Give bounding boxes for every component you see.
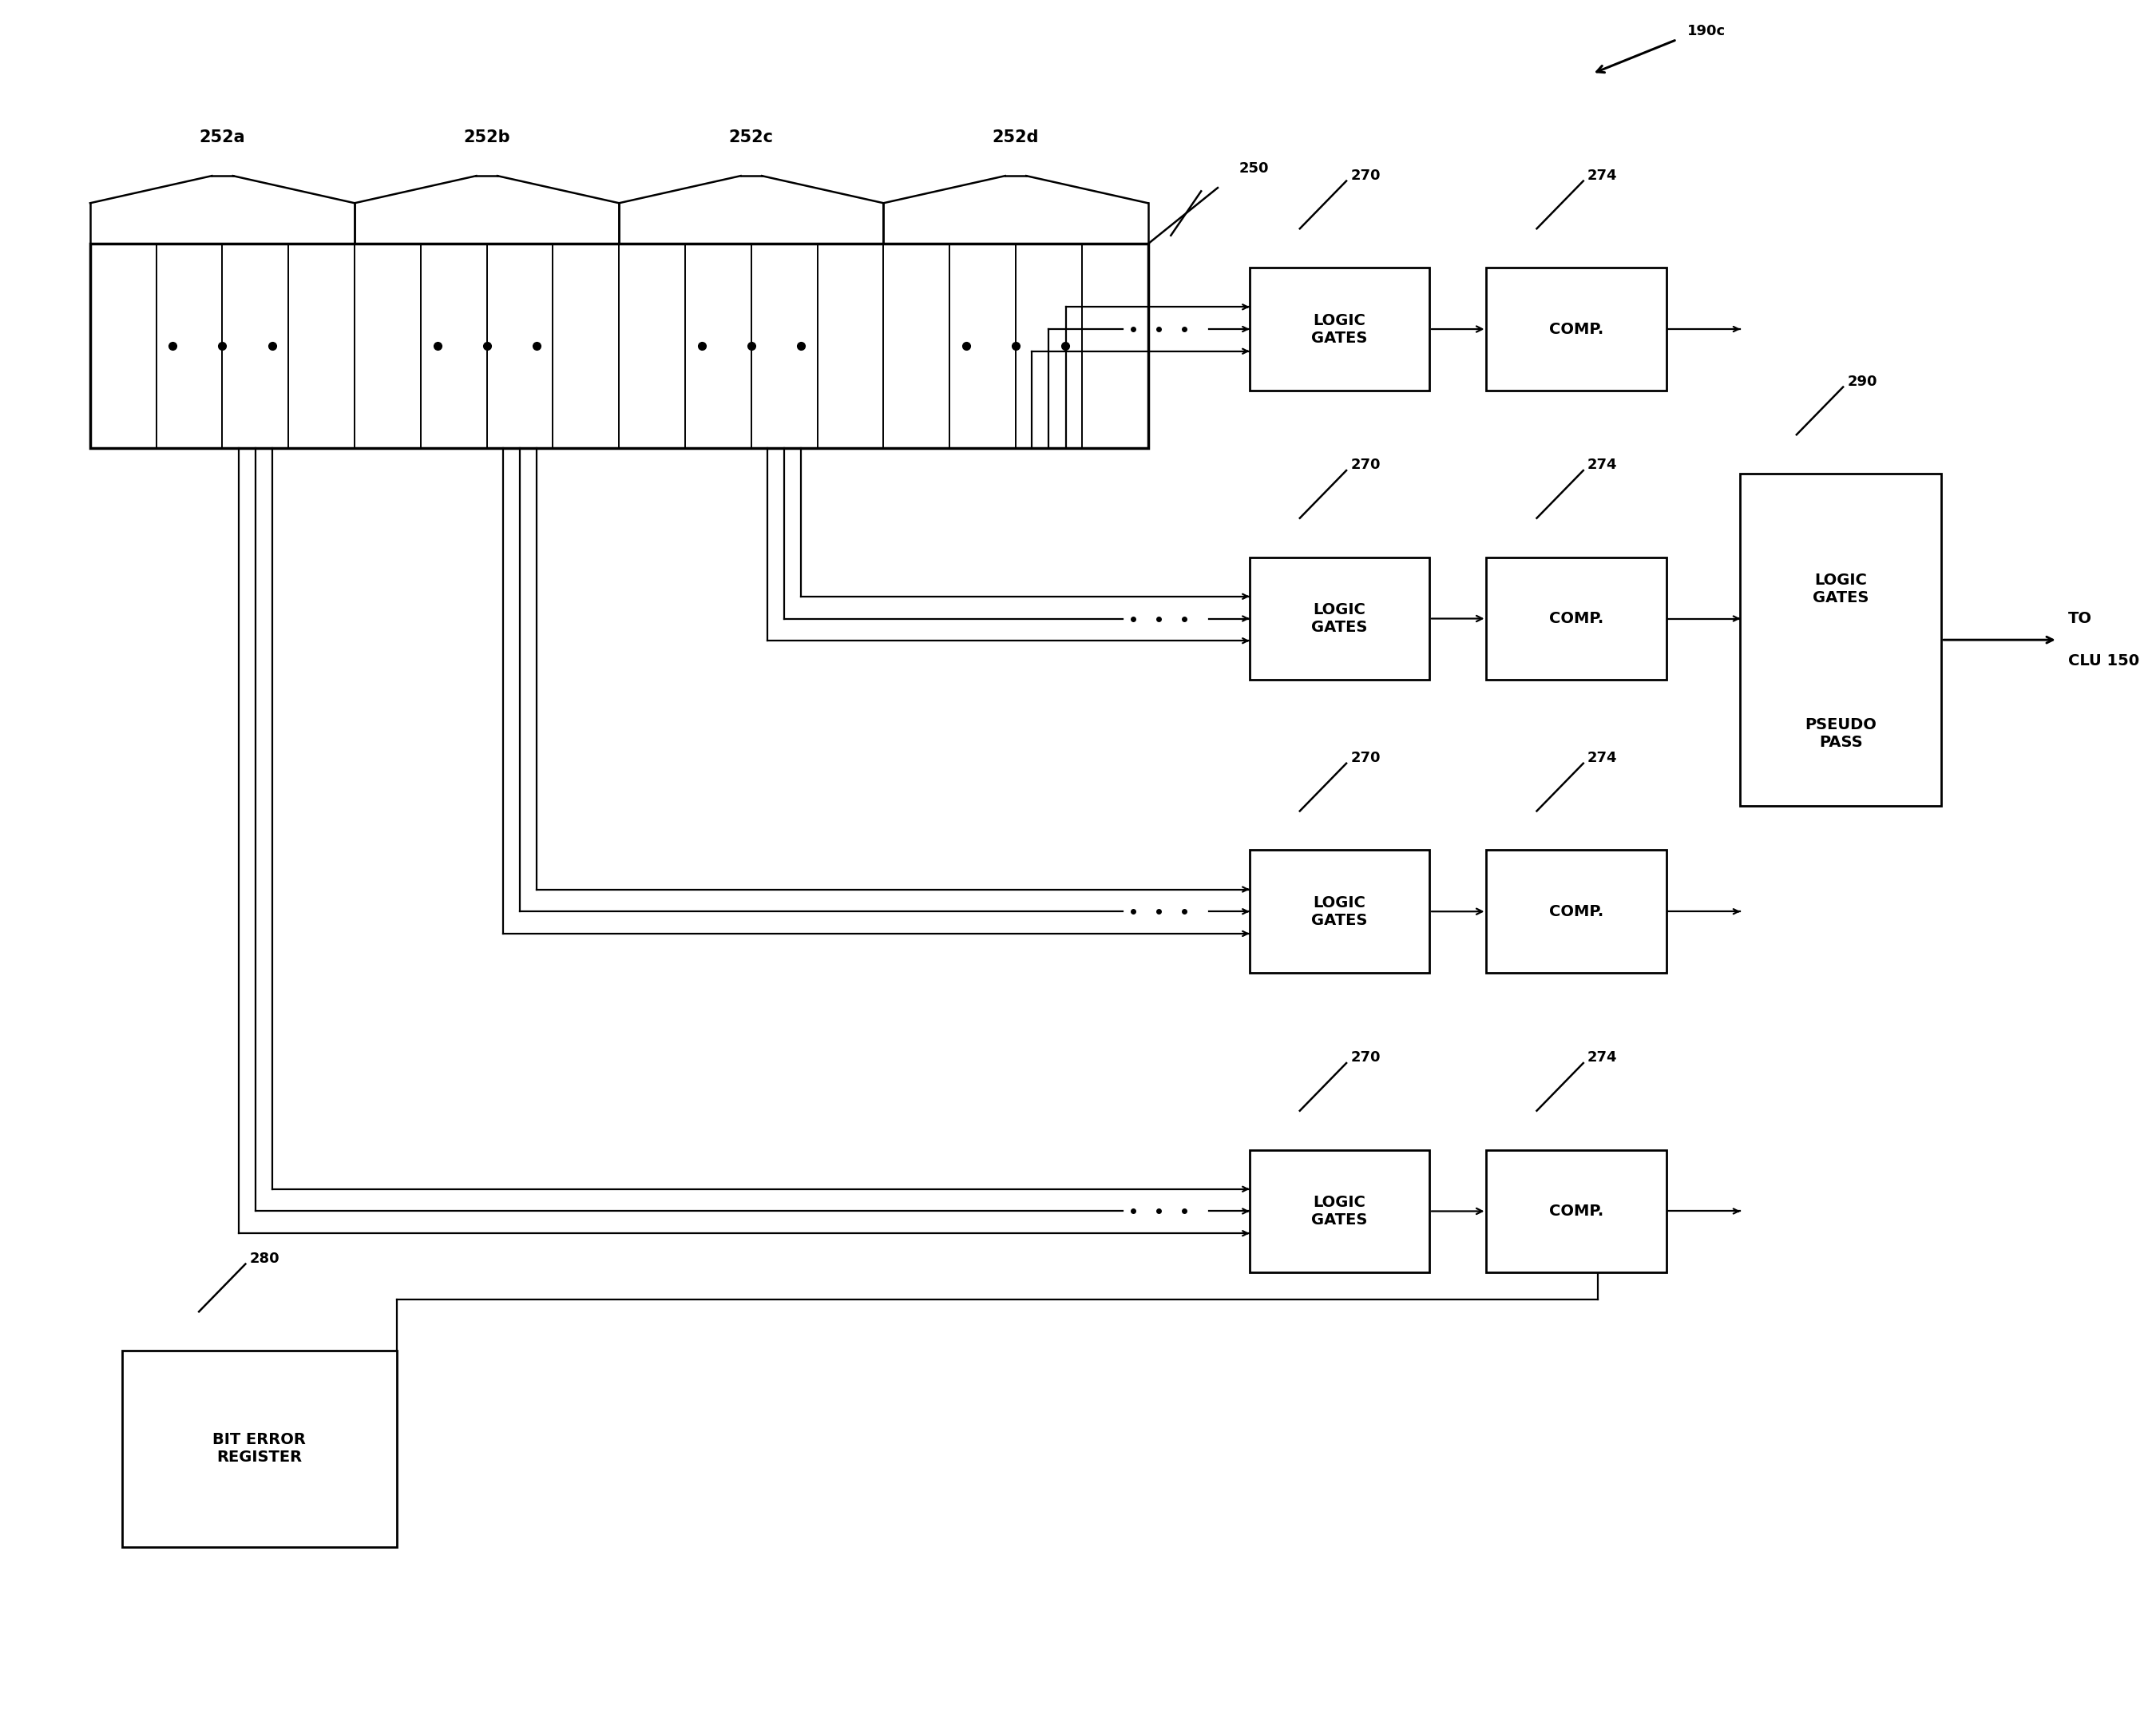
Text: 252d: 252d [992, 129, 1039, 146]
Bar [1485, 267, 1667, 391]
Bar [1485, 850, 1667, 974]
Bar [91, 243, 1147, 449]
Text: 190c: 190c [1688, 24, 1725, 38]
Text: 252a: 252a [198, 129, 246, 146]
Text: 290: 290 [1848, 374, 1878, 389]
Text: 270: 270 [1350, 168, 1380, 183]
Bar [1250, 267, 1429, 391]
Text: PSEUDO
PASS: PSEUDO PASS [1805, 716, 1876, 751]
Text: COMP.: COMP. [1548, 322, 1604, 336]
Text: 250: 250 [1240, 161, 1270, 177]
Bar [1250, 557, 1429, 680]
Bar [123, 1351, 397, 1546]
Text: 274: 274 [1587, 458, 1617, 471]
Text: 274: 274 [1587, 168, 1617, 183]
Text: 252b: 252b [464, 129, 511, 146]
Text: COMP.: COMP. [1548, 903, 1604, 919]
Text: LOGIC
GATES: LOGIC GATES [1311, 1195, 1367, 1227]
Text: 270: 270 [1350, 458, 1380, 471]
Text: 270: 270 [1350, 751, 1380, 764]
Text: LOGIC
GATES: LOGIC GATES [1311, 602, 1367, 634]
Text: 252c: 252c [729, 129, 774, 146]
Bar [1740, 473, 1940, 806]
Text: LOGIC
GATES: LOGIC GATES [1311, 312, 1367, 346]
Text: COMP.: COMP. [1548, 610, 1604, 626]
Text: LOGIC
GATES: LOGIC GATES [1311, 895, 1367, 927]
Text: 270: 270 [1350, 1051, 1380, 1064]
Text: CLU 150: CLU 150 [2068, 653, 2139, 668]
Text: 274: 274 [1587, 751, 1617, 764]
Text: 280: 280 [250, 1251, 280, 1265]
Text: LOGIC
GATES: LOGIC GATES [1813, 572, 1869, 605]
Text: COMP.: COMP. [1548, 1203, 1604, 1219]
Bar [1250, 1150, 1429, 1272]
Text: 274: 274 [1587, 1051, 1617, 1064]
Bar [1485, 557, 1667, 680]
Bar [1250, 850, 1429, 974]
Bar [1485, 1150, 1667, 1272]
Text: TO: TO [2068, 612, 2091, 626]
Text: BIT ERROR
REGISTER: BIT ERROR REGISTER [213, 1433, 306, 1465]
